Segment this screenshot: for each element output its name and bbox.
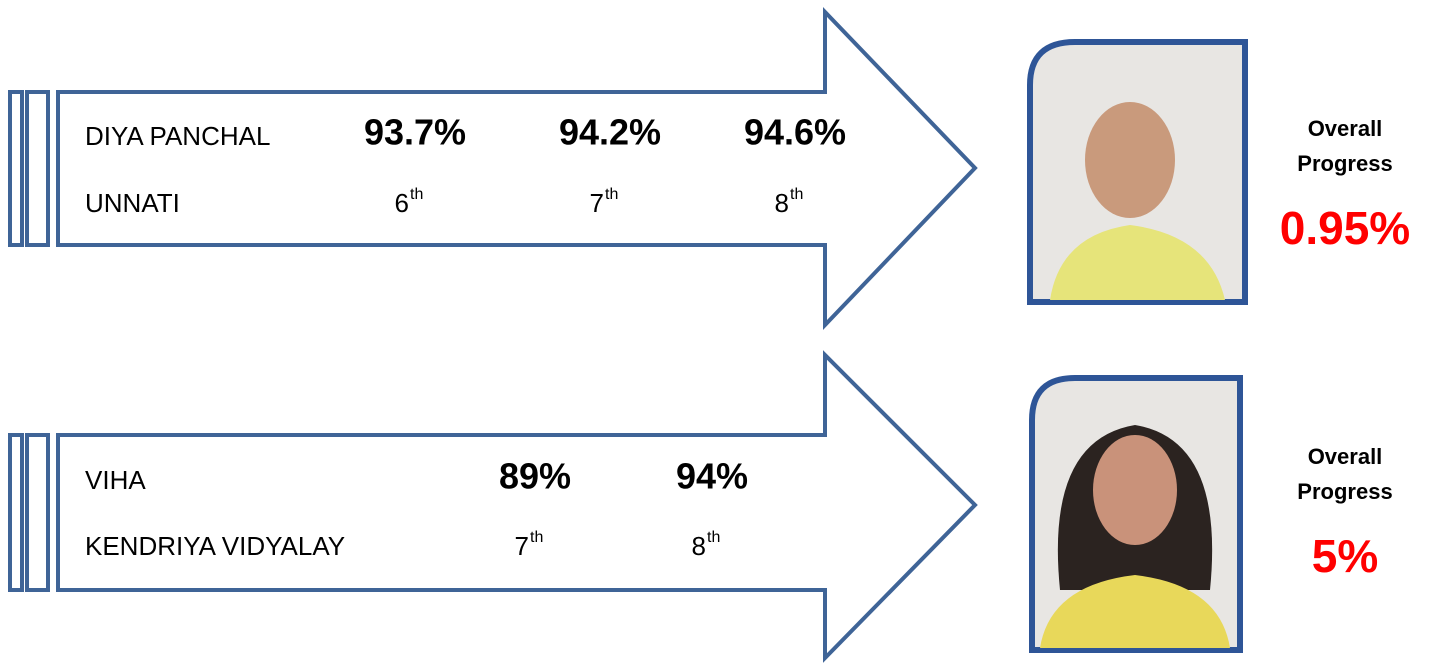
grade-suffix: th bbox=[605, 186, 618, 203]
row-1-arrow bbox=[8, 7, 978, 330]
arrow bbox=[56, 7, 978, 330]
score: 93.7% bbox=[364, 112, 466, 153]
grade: 7 bbox=[590, 188, 604, 218]
grade-suffix: th bbox=[790, 186, 803, 203]
face bbox=[1085, 102, 1175, 218]
bar bbox=[25, 433, 50, 592]
student-name: VIHA bbox=[85, 465, 146, 495]
shirt bbox=[1050, 225, 1225, 300]
progress-label: Overall bbox=[1308, 116, 1383, 141]
student-name: DIYA PANCHAL bbox=[85, 121, 270, 151]
school-name: KENDRIYA VIDYALAY bbox=[85, 531, 345, 561]
grade: 8 bbox=[692, 531, 706, 561]
progress-label: Progress bbox=[1297, 151, 1392, 176]
face bbox=[1093, 435, 1177, 545]
grade-suffix: th bbox=[707, 529, 720, 546]
shirt bbox=[1040, 575, 1230, 648]
score: 94.6% bbox=[744, 112, 846, 153]
row-2-arrow bbox=[8, 350, 978, 663]
progress-label: Progress bbox=[1297, 479, 1392, 504]
progress-label: Overall bbox=[1308, 444, 1383, 469]
grade: 8 bbox=[775, 188, 789, 218]
grade-suffix: th bbox=[530, 529, 543, 546]
grade: 6 bbox=[395, 188, 409, 218]
progress-value: 0.95% bbox=[1280, 202, 1410, 254]
grade-suffix: th bbox=[410, 186, 423, 203]
progress-value: 5% bbox=[1312, 530, 1378, 582]
bar bbox=[8, 90, 24, 247]
photo-1 bbox=[1027, 39, 1248, 305]
photo-2 bbox=[1029, 375, 1243, 653]
score: 94.2% bbox=[559, 112, 661, 153]
arrow bbox=[56, 350, 978, 663]
bar bbox=[25, 90, 50, 247]
grade: 7 bbox=[515, 531, 529, 561]
bar bbox=[8, 433, 24, 592]
score: 89% bbox=[499, 456, 571, 497]
score: 94% bbox=[676, 456, 748, 497]
school-name: UNNATI bbox=[85, 188, 180, 218]
